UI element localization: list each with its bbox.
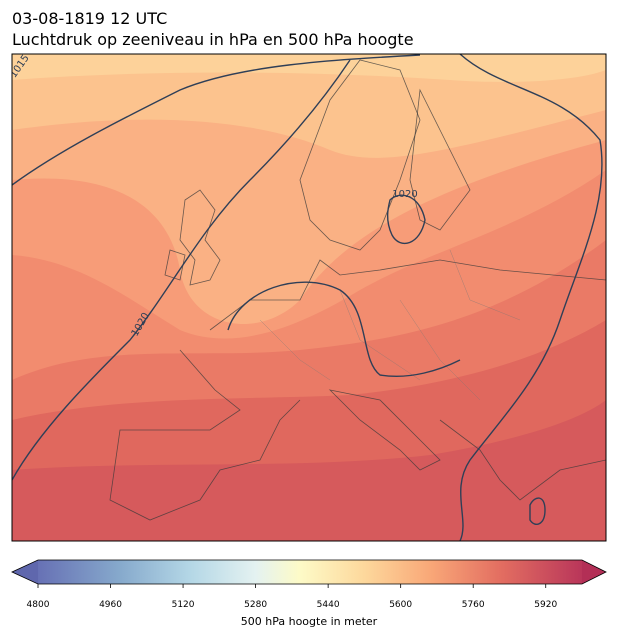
colorbar-extend-low [12,560,38,584]
isobar [227,281,461,378]
colorbar-extend-high [582,560,606,584]
colorbar-tick-label: 5600 [389,600,412,610]
colorbar-tick-label: 5440 [317,600,340,610]
country-border [259,249,521,401]
colorbar-label: 500 hPa hoogte in meter [241,615,378,628]
coastline [209,259,606,331]
coastline [299,59,421,251]
isobar [12,54,421,186]
map-area: 1015 1020 1020 [12,54,606,541]
contour-label: 1020 [392,189,417,200]
colorbar-tick-label: 5120 [172,600,195,610]
colorbar-tick-label: 5920 [534,600,557,610]
colorbar-tick-label: 4800 [27,600,50,610]
coastline [409,88,471,231]
colorbar-body [38,560,582,584]
isobar [529,497,546,525]
colorbar-tick-label: 4960 [99,600,122,610]
isobar [459,54,603,541]
colorbar-tick-label: 5280 [244,600,267,610]
coastline [109,349,301,521]
coastline [179,189,221,286]
isobar [386,194,426,245]
colorbar-tick-label: 5760 [462,600,485,610]
map-subtitle: Luchtdruk op zeeniveau in hPa en 500 hPa… [12,30,414,49]
isobar [12,59,351,481]
coastline [328,389,441,471]
coastline [439,419,606,501]
map-frame [11,53,607,542]
map-title: 03-08-1819 12 UTC [12,9,167,28]
coastline [164,249,186,281]
colorbar: 500 hPa hoogte in meter 4800 4960 5120 5280… [11,559,607,628]
band [12,54,606,82]
